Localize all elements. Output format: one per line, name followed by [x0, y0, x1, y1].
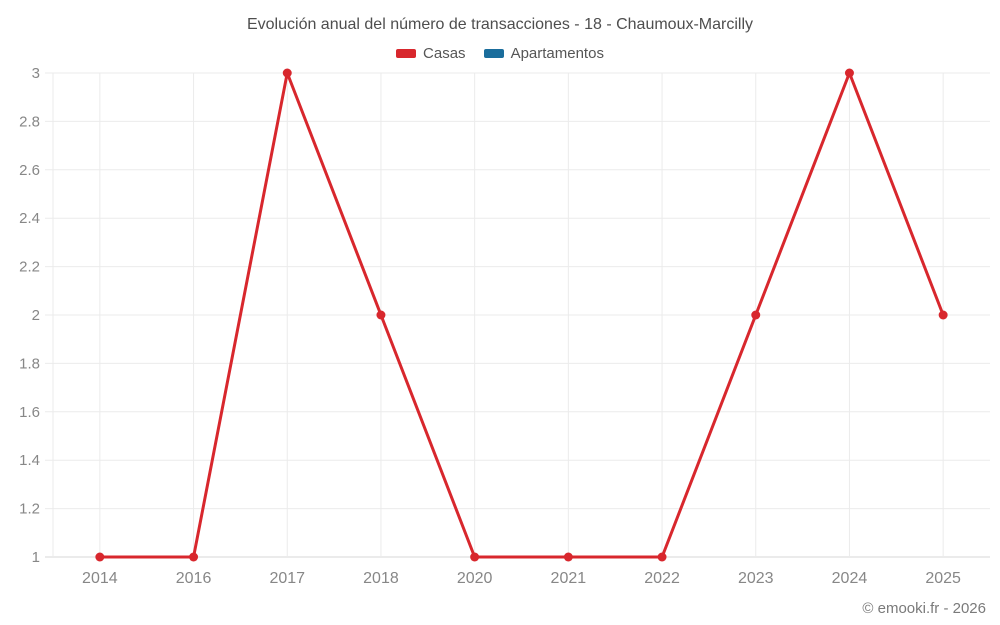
x-axis-label: 2014: [82, 570, 118, 587]
x-axis-label: 2022: [644, 570, 680, 587]
chart-title: Evolución anual del número de transaccio…: [246, 16, 754, 33]
legend-swatch-casas: [396, 49, 417, 58]
data-point-casas[interactable]: [470, 552, 480, 562]
x-axis-label: 2024: [832, 570, 868, 587]
legend-item-casas[interactable]: Casas: [396, 45, 466, 62]
data-point-casas[interactable]: [751, 310, 761, 320]
legend-label-casas: Casas: [423, 45, 466, 62]
x-axis-label: 2023: [738, 570, 774, 587]
x-axis-label: 2025: [925, 570, 961, 587]
y-axis-label: 2.2: [19, 259, 40, 276]
legend: Casas Apartamentos: [0, 45, 1000, 62]
x-axis-label: 2016: [176, 570, 212, 587]
data-point-casas[interactable]: [657, 552, 667, 562]
y-axis-label: 1.8: [19, 355, 40, 372]
legend-label-apartamentos: Apartamentos: [510, 45, 604, 62]
y-axis-label: 2.6: [19, 162, 40, 179]
y-axis-label: 1.6: [19, 404, 40, 421]
data-point-casas[interactable]: [563, 552, 573, 562]
series-line-casas: [98, 71, 945, 559]
x-axis-label: 2018: [363, 570, 399, 587]
x-axis-label: 2017: [269, 570, 305, 587]
data-point-casas[interactable]: [938, 310, 948, 320]
data-point-casas[interactable]: [376, 310, 386, 320]
y-axis-label: 2: [32, 307, 40, 324]
copyright: © emooki.fr - 2026: [862, 600, 986, 617]
x-axis-label: 2020: [457, 570, 493, 587]
x-axis-label: 2021: [551, 570, 587, 587]
data-point-casas[interactable]: [282, 68, 292, 78]
y-axis-label: 1.2: [19, 501, 40, 518]
legend-swatch-apartamentos: [483, 49, 504, 58]
y-axis-label: 1.4: [19, 452, 40, 469]
legend-item-apartamentos[interactable]: Apartamentos: [483, 45, 604, 62]
y-axis-label: 2.4: [19, 210, 40, 227]
data-point-casas[interactable]: [844, 68, 854, 78]
y-axis-label: 1: [32, 549, 40, 566]
y-axis-label: 2.8: [19, 113, 40, 130]
data-point-casas[interactable]: [95, 552, 105, 562]
data-point-casas[interactable]: [189, 552, 199, 562]
y-axis-label: 3: [32, 65, 40, 82]
